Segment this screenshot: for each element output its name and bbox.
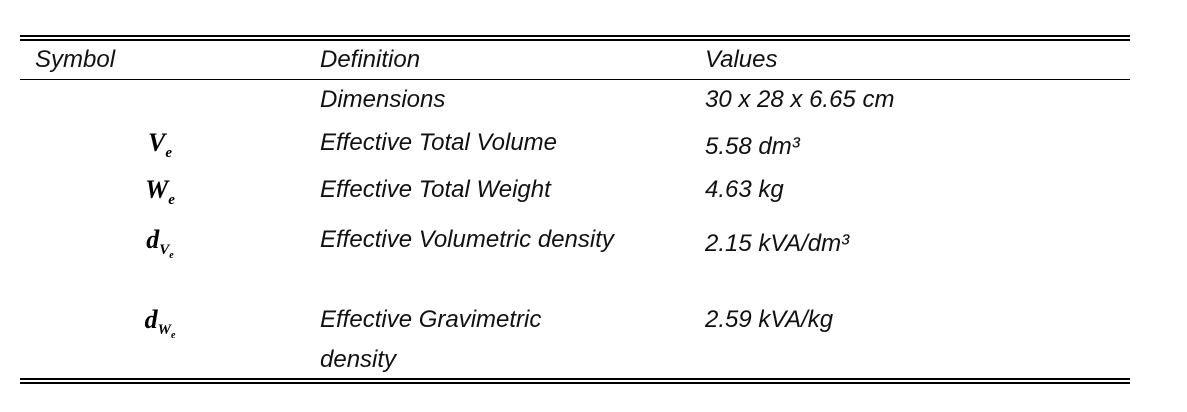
- header-cell: Symbol: [35, 46, 116, 73]
- definition: Effective Volumetric density: [320, 226, 614, 253]
- symbol: We: [100, 170, 220, 220]
- bottom-rule: [20, 382, 1130, 384]
- symbol-subscript: e: [168, 192, 175, 208]
- symbol: dVe: [100, 220, 220, 276]
- value: 2.59 kVA/kg: [705, 306, 834, 333]
- header-rule: [20, 79, 1130, 80]
- symbol-subscript-text: e: [168, 192, 175, 209]
- top-rule: [20, 39, 1130, 41]
- value: 2.15 kVA/dm³: [705, 230, 850, 257]
- symbol: dWe: [100, 300, 220, 356]
- header-cell: Values: [705, 46, 778, 73]
- symbol-base: d: [146, 225, 160, 254]
- value: 4.63 kg: [705, 176, 784, 203]
- symbol-base: V: [147, 128, 166, 157]
- symbol-subscript-text: W: [157, 322, 171, 339]
- symbol-subsubscript: e: [170, 330, 176, 342]
- value: 5.58 dm³: [705, 133, 800, 160]
- symbol: Ve: [100, 123, 220, 173]
- symbol-base: d: [144, 305, 158, 334]
- value: 30 x 28 x 6.65 cm: [705, 86, 895, 113]
- symbol-subsubscript: e: [169, 250, 174, 262]
- header-cell: Definition: [320, 46, 421, 73]
- symbol-subscript-text: V: [159, 242, 170, 259]
- symbol-subscript: e: [165, 145, 172, 161]
- definition: Dimensions: [320, 86, 446, 113]
- top-rule: [20, 35, 1130, 37]
- symbol-subscript: Ve: [159, 242, 174, 262]
- symbol-base: W: [145, 175, 169, 204]
- bottom-rule: [20, 378, 1130, 380]
- symbol-subscript-text: e: [165, 145, 172, 162]
- definition: Effective Total Weight: [320, 176, 551, 203]
- definition: Effective Total Volume: [320, 129, 558, 156]
- symbol-subscript: We: [157, 322, 176, 342]
- definition: Effective Gravimetric density: [320, 306, 542, 373]
